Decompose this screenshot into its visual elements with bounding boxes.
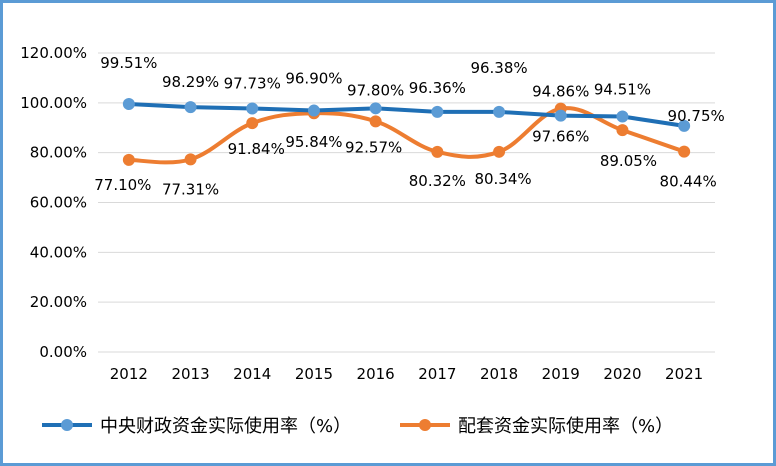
legend-label: 配套资金实际使用率（%） [458, 416, 673, 437]
y-tick-label: 0.00% [39, 343, 87, 361]
data-label: 97.73% [224, 74, 281, 92]
data-label: 92.57% [345, 138, 402, 156]
y-tick-label: 20.00% [30, 293, 87, 311]
x-tick-label: 2021 [665, 365, 703, 383]
data-label: 96.90% [285, 70, 342, 88]
series-2-point [616, 124, 629, 137]
data-label: 90.75% [668, 107, 725, 125]
y-axis-tick-labels: 0.00% 20.00% 40.00% 60.00% 80.00% 100.00% 120.… [20, 44, 87, 361]
x-tick-label: 2012 [110, 365, 148, 383]
legend: 中央财政资金实际使用率（%） 配套资金实际使用率（%） [42, 416, 673, 437]
x-tick-label: 2019 [542, 365, 580, 383]
x-tick-label: 2015 [295, 365, 333, 383]
series-2-point [184, 153, 197, 166]
data-label: 94.86% [532, 83, 589, 101]
series-2-point [431, 145, 444, 158]
gridlines [98, 52, 715, 353]
series-1-point [184, 101, 197, 114]
data-label: 80.44% [660, 173, 717, 191]
data-labels: 99.51% 98.29% 97.73% 96.90% 97.80% 96.36%96.3… [94, 54, 725, 198]
x-tick-label: 2018 [480, 365, 518, 383]
data-label: 80.32% [409, 172, 466, 190]
series-1-point [246, 102, 259, 115]
data-label: 96.36% [409, 79, 466, 97]
x-tick-label: 2020 [603, 365, 641, 383]
series-2-point [246, 117, 259, 130]
series-1-point [616, 110, 629, 123]
data-label: 77.31% [162, 180, 219, 198]
series-2-point [493, 145, 506, 158]
y-tick-label: 40.00% [30, 243, 87, 261]
y-tick-label: 80.00% [30, 144, 87, 162]
series-1-point [122, 98, 135, 111]
data-label: 98.29% [162, 73, 219, 91]
x-tick-label: 2016 [357, 365, 395, 383]
series-line-1 [126, 102, 687, 128]
data-label: 99.51% [100, 54, 157, 72]
x-axis-tick-labels: 2012 2013 2014 2015 2016 2017 2018 2019 2020 2021 [110, 365, 703, 383]
series-group [122, 98, 691, 166]
series-1-point [493, 105, 506, 118]
data-label: 94.51% [594, 81, 651, 99]
data-label: 80.34% [474, 170, 531, 188]
x-tick-label: 2014 [233, 365, 271, 383]
series-2-point [369, 115, 382, 128]
legend-label: 中央财政资金实际使用率（%） [100, 416, 351, 437]
x-tick-label: 2017 [418, 365, 456, 383]
data-label: 97.66% [532, 128, 589, 146]
y-tick-label: 60.00% [30, 194, 87, 212]
legend-swatch-marker [419, 419, 431, 431]
x-tick-label: 2013 [171, 365, 209, 383]
legend-swatch-marker [61, 419, 73, 431]
y-tick-label: 120.00% [20, 44, 87, 62]
data-label: 97.80% [347, 81, 404, 99]
data-label: 77.10% [94, 176, 151, 194]
series-2-point [122, 153, 135, 166]
series-1-point [554, 109, 567, 122]
series-1-point [431, 105, 444, 118]
data-label: 89.05% [600, 152, 657, 170]
series-2-point [678, 145, 691, 158]
data-label: 96.38% [470, 59, 527, 77]
series-1-point [369, 102, 382, 115]
y-tick-label: 100.00% [20, 94, 87, 112]
data-label: 91.84% [228, 140, 285, 158]
data-label: 95.84% [285, 133, 342, 151]
series-1-point [307, 104, 320, 117]
series-1-point [678, 119, 691, 132]
